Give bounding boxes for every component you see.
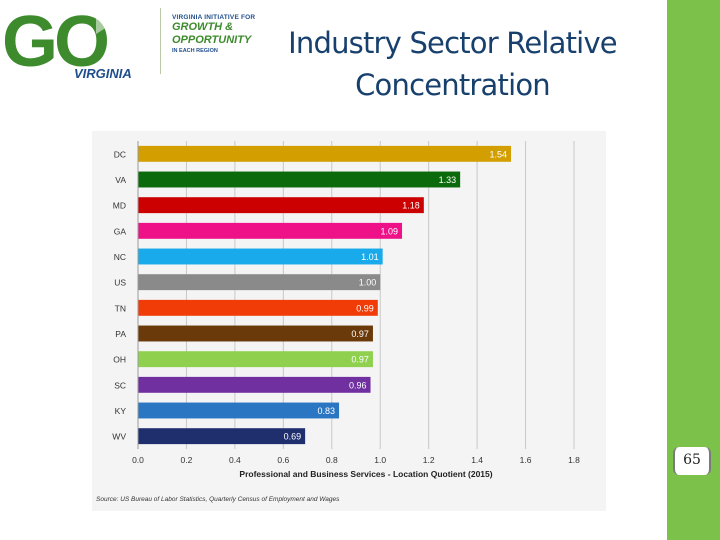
go-virginia-emblem: GO VIRGINIA — [2, 2, 132, 82]
logo-state-name: VIRGINIA — [74, 66, 132, 81]
go-virginia-logo: GO VIRGINIA — [0, 0, 270, 84]
chart-source-note: Source: US Bureau of Labor Statistics, Q… — [96, 496, 340, 503]
bar-va — [138, 171, 461, 188]
logo-tagline-line1: VIRGINIA INITIATIVE FOR — [172, 14, 256, 21]
bar-value-label: 0.99 — [356, 303, 374, 313]
page-number: 65 — [673, 447, 711, 475]
category-label: PA — [115, 329, 126, 339]
x-tick-label: 0.6 — [277, 455, 289, 465]
chart-background — [92, 131, 606, 511]
bar-chart-panel: 1.54 1.33 1.18 1.09 1.01 1.00 0.99 0.97 0.97 0.96… — [92, 131, 606, 511]
logo-tagline-line3: OPPORTUNITY — [172, 34, 252, 46]
bar-value-label: 1.33 — [439, 175, 457, 185]
x-tick-label: 1.6 — [520, 455, 532, 465]
bar-value-label: 1.09 — [380, 226, 398, 236]
slide-title: Industry Sector Relative Concentration — [275, 22, 630, 106]
bar-value-label: 0.69 — [284, 432, 302, 442]
x-tick-label: 0.8 — [326, 455, 338, 465]
logo-tagline: VIRGINIA INITIATIVE FOR GROWTH & OPPORTU… — [172, 14, 272, 54]
bar-dc — [138, 145, 512, 162]
chart-x-axis-label: Professional and Business Services - Loc… — [239, 469, 492, 479]
bar-oh — [138, 351, 373, 368]
bar-value-label: 1.01 — [361, 252, 379, 262]
slide-title-line1: Industry Sector Relative — [288, 26, 618, 60]
bar-value-label: 0.96 — [349, 380, 367, 390]
category-label: WV — [112, 432, 126, 442]
bar-value-label: 0.83 — [318, 406, 336, 416]
bar-nc — [138, 248, 383, 265]
chart-bars: 1.54 1.33 1.18 1.09 1.01 1.00 0.99 0.97 0.97 0.96… — [138, 145, 512, 445]
logo-arrow-icon — [96, 14, 112, 34]
logo-arrow-icon-2 — [108, 18, 124, 38]
bar-value-label: 1.18 — [402, 201, 420, 211]
bar-ky — [138, 402, 340, 419]
bar-us — [138, 274, 381, 291]
sidebar-edge — [665, 0, 667, 540]
x-tick-label: 0.2 — [181, 455, 193, 465]
bar-ga — [138, 222, 403, 239]
bar-md — [138, 197, 424, 214]
logo-tagline-line2: GROWTH & — [172, 21, 234, 33]
bar-value-label: 1.54 — [489, 149, 507, 159]
bar-value-label: 0.97 — [351, 329, 369, 339]
chart-x-ticks: 0.0 0.2 0.4 0.6 0.8 1.0 1.2 1.4 1.6 1.8 — [132, 455, 580, 465]
logo-go-letters: GO — [2, 2, 107, 82]
bar-pa — [138, 325, 373, 342]
category-label: OH — [113, 355, 126, 365]
bar-wv — [138, 428, 306, 445]
bar-tn — [138, 299, 378, 316]
x-tick-label: 0.4 — [229, 455, 241, 465]
x-tick-label: 1.2 — [423, 455, 435, 465]
category-label: VA — [115, 175, 126, 185]
category-label: SC — [114, 380, 126, 390]
logo-tagline-line4: IN EACH REGION — [172, 48, 218, 54]
x-tick-label: 0.0 — [132, 455, 144, 465]
x-tick-label: 1.4 — [471, 455, 483, 465]
bar-value-label: 1.00 — [359, 278, 377, 288]
x-tick-label: 1.8 — [568, 455, 580, 465]
category-label: US — [114, 278, 126, 288]
logo-divider — [160, 8, 161, 74]
category-label: NC — [114, 252, 126, 262]
category-label: MD — [113, 201, 126, 211]
x-tick-label: 1.0 — [374, 455, 386, 465]
slide-title-line2: Concentration — [355, 68, 551, 102]
category-label: DC — [114, 149, 126, 159]
bar-chart: 1.54 1.33 1.18 1.09 1.01 1.00 0.99 0.97 0.97 0.96… — [92, 131, 606, 511]
bar-sc — [138, 376, 371, 393]
bar-value-label: 0.97 — [351, 355, 369, 365]
category-label: TN — [115, 303, 126, 313]
category-label: KY — [115, 406, 127, 416]
category-label: GA — [114, 226, 127, 236]
chart-category-labels: DC VA MD GA NC US TN PA OH SC KY WV — [112, 149, 126, 441]
